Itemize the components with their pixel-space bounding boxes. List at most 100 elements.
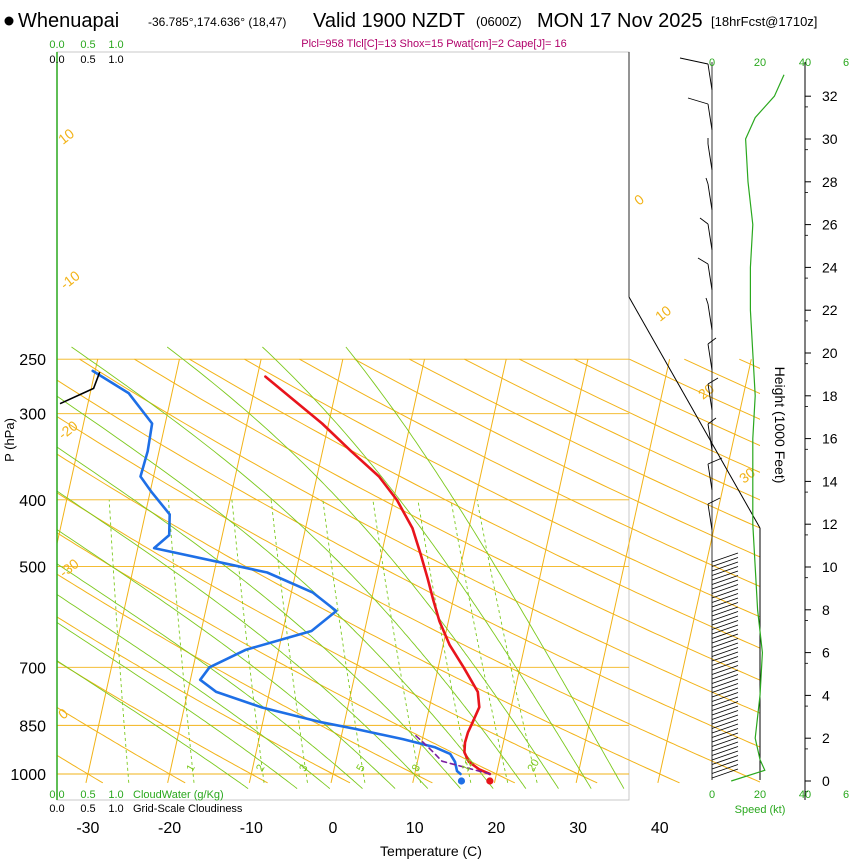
cloudwater-bottom-tick: 0.0 [49, 789, 64, 801]
dry-adiabat [57, 492, 598, 784]
wind-barb [707, 263, 713, 291]
wind-barb [711, 692, 739, 702]
wind-panel-outline-slant [628, 296, 761, 529]
isotherm-line [167, 359, 262, 783]
wind-barb [697, 257, 709, 265]
wind-barb [711, 737, 739, 747]
wind-barb [707, 497, 721, 505]
wind-barb [707, 303, 713, 331]
dry-adiabat [57, 616, 351, 784]
wind-barb [711, 710, 739, 720]
cloudiness-trace [59, 371, 101, 405]
cloudwater-label: CloudWater (g/Kg) [133, 789, 224, 801]
cloudiness-line [59, 371, 101, 405]
wind-barb [707, 343, 713, 371]
sounding-indices: Plcl=958 Tlcl[C]=13 Shox=15 Pwat[cm]=2 C… [301, 38, 566, 50]
wind-barb [687, 97, 709, 105]
height-tick-label: 32 [822, 88, 838, 104]
wind-barb [711, 660, 739, 671]
mixing-ratio-line [322, 499, 366, 783]
pressure-tick-500: 500 [19, 560, 46, 577]
speed-axis-label: Speed (kt) [735, 804, 786, 816]
wind-barb [711, 768, 739, 779]
wind-barb [711, 669, 739, 680]
moist-adiabat [262, 346, 592, 789]
wind-barb [711, 624, 739, 635]
isotherm-line [657, 359, 752, 783]
wind-speed-curve [731, 74, 785, 782]
pressure-tick-400: 400 [19, 493, 46, 510]
wind-barb [711, 584, 739, 594]
dry-adiabats [57, 358, 760, 784]
speed-top-tick-extra: 6 [843, 57, 849, 69]
dry-adiabat [57, 660, 268, 784]
wind-barb [711, 575, 739, 585]
wind-barb [711, 683, 739, 693]
wind-barb [711, 579, 739, 590]
wind-barb [711, 723, 739, 734]
dry-adiabat [57, 415, 760, 783]
pressure-tick-1000: 1000 [10, 767, 46, 784]
pressure-tick-300: 300 [19, 407, 46, 424]
sounding-traces [91, 369, 494, 785]
wind-barb [711, 714, 739, 725]
height-tick-label: 20 [822, 345, 838, 361]
wind-barb [705, 297, 709, 305]
height-tick-label: 16 [822, 431, 838, 447]
wind-barb [711, 638, 739, 648]
wind-barb [711, 602, 739, 612]
height-tick-label: 12 [822, 516, 838, 532]
dry-adiabat [57, 379, 760, 748]
wind-barb [711, 719, 739, 729]
wind-barb [711, 597, 739, 608]
moist-adiabat [345, 346, 625, 789]
dry-adiabat [189, 358, 760, 649]
wind-barb [707, 383, 713, 411]
dry-adiabat [57, 706, 186, 784]
utc-time: (0600Z) [476, 14, 522, 29]
wind-barb [711, 701, 739, 711]
cloudiness-label: Grid-Scale Cloudiness [133, 803, 243, 815]
height-tick-label: 4 [822, 687, 830, 703]
cloudwater-top-tick: 0.5 [80, 39, 95, 51]
wind-barb [711, 611, 739, 621]
cloudiness-top-tick: 1.0 [108, 54, 123, 66]
temperature-tick: 40 [651, 820, 669, 837]
temperature-tick: 20 [488, 820, 506, 837]
speed-bottom-tick-extra: 6 [843, 789, 849, 801]
moist-adiabat [57, 395, 494, 789]
wind-barb [711, 732, 739, 743]
wind-barbs [679, 57, 739, 779]
wind-barb [711, 750, 739, 761]
cloudiness-bottom-tick: 0.0 [49, 803, 64, 815]
height-tick-label: 2 [822, 730, 830, 746]
mixing-ratio-label: 2 [254, 763, 267, 774]
valid-date: MON 17 Nov 2025 [537, 10, 703, 32]
wind-barb [711, 728, 739, 738]
station-marker-icon [4, 16, 14, 26]
isotherm-line [330, 359, 426, 783]
dry-adiabat [79, 358, 760, 714]
wind-barb [711, 642, 739, 653]
wind-barb [707, 503, 713, 531]
wind-barb [679, 57, 709, 65]
chart-header: Whenuapai -36.785°,174.636° (18,47) Vali… [4, 10, 817, 50]
speed-top-tick: 40 [799, 57, 811, 69]
moist-adiabat [57, 660, 249, 789]
dry-adiabat [57, 573, 433, 784]
speed-bottom-tick: 40 [799, 789, 811, 801]
mixing-ratio-line [168, 499, 195, 783]
height-tick-label: 6 [822, 645, 830, 661]
mixing-ratio-line [476, 499, 538, 783]
mixing-ratio-lines [108, 499, 538, 783]
moist-adiabats [57, 346, 625, 789]
wind-barb [699, 217, 709, 225]
height-tick-label: 10 [822, 559, 838, 575]
wind-barb [711, 566, 739, 576]
isotherm-line [493, 359, 589, 783]
isotherm-label: -20 [55, 417, 81, 442]
valid-time: Valid 1900 NZDT [313, 10, 465, 32]
mixing-ratio-line [231, 499, 265, 783]
